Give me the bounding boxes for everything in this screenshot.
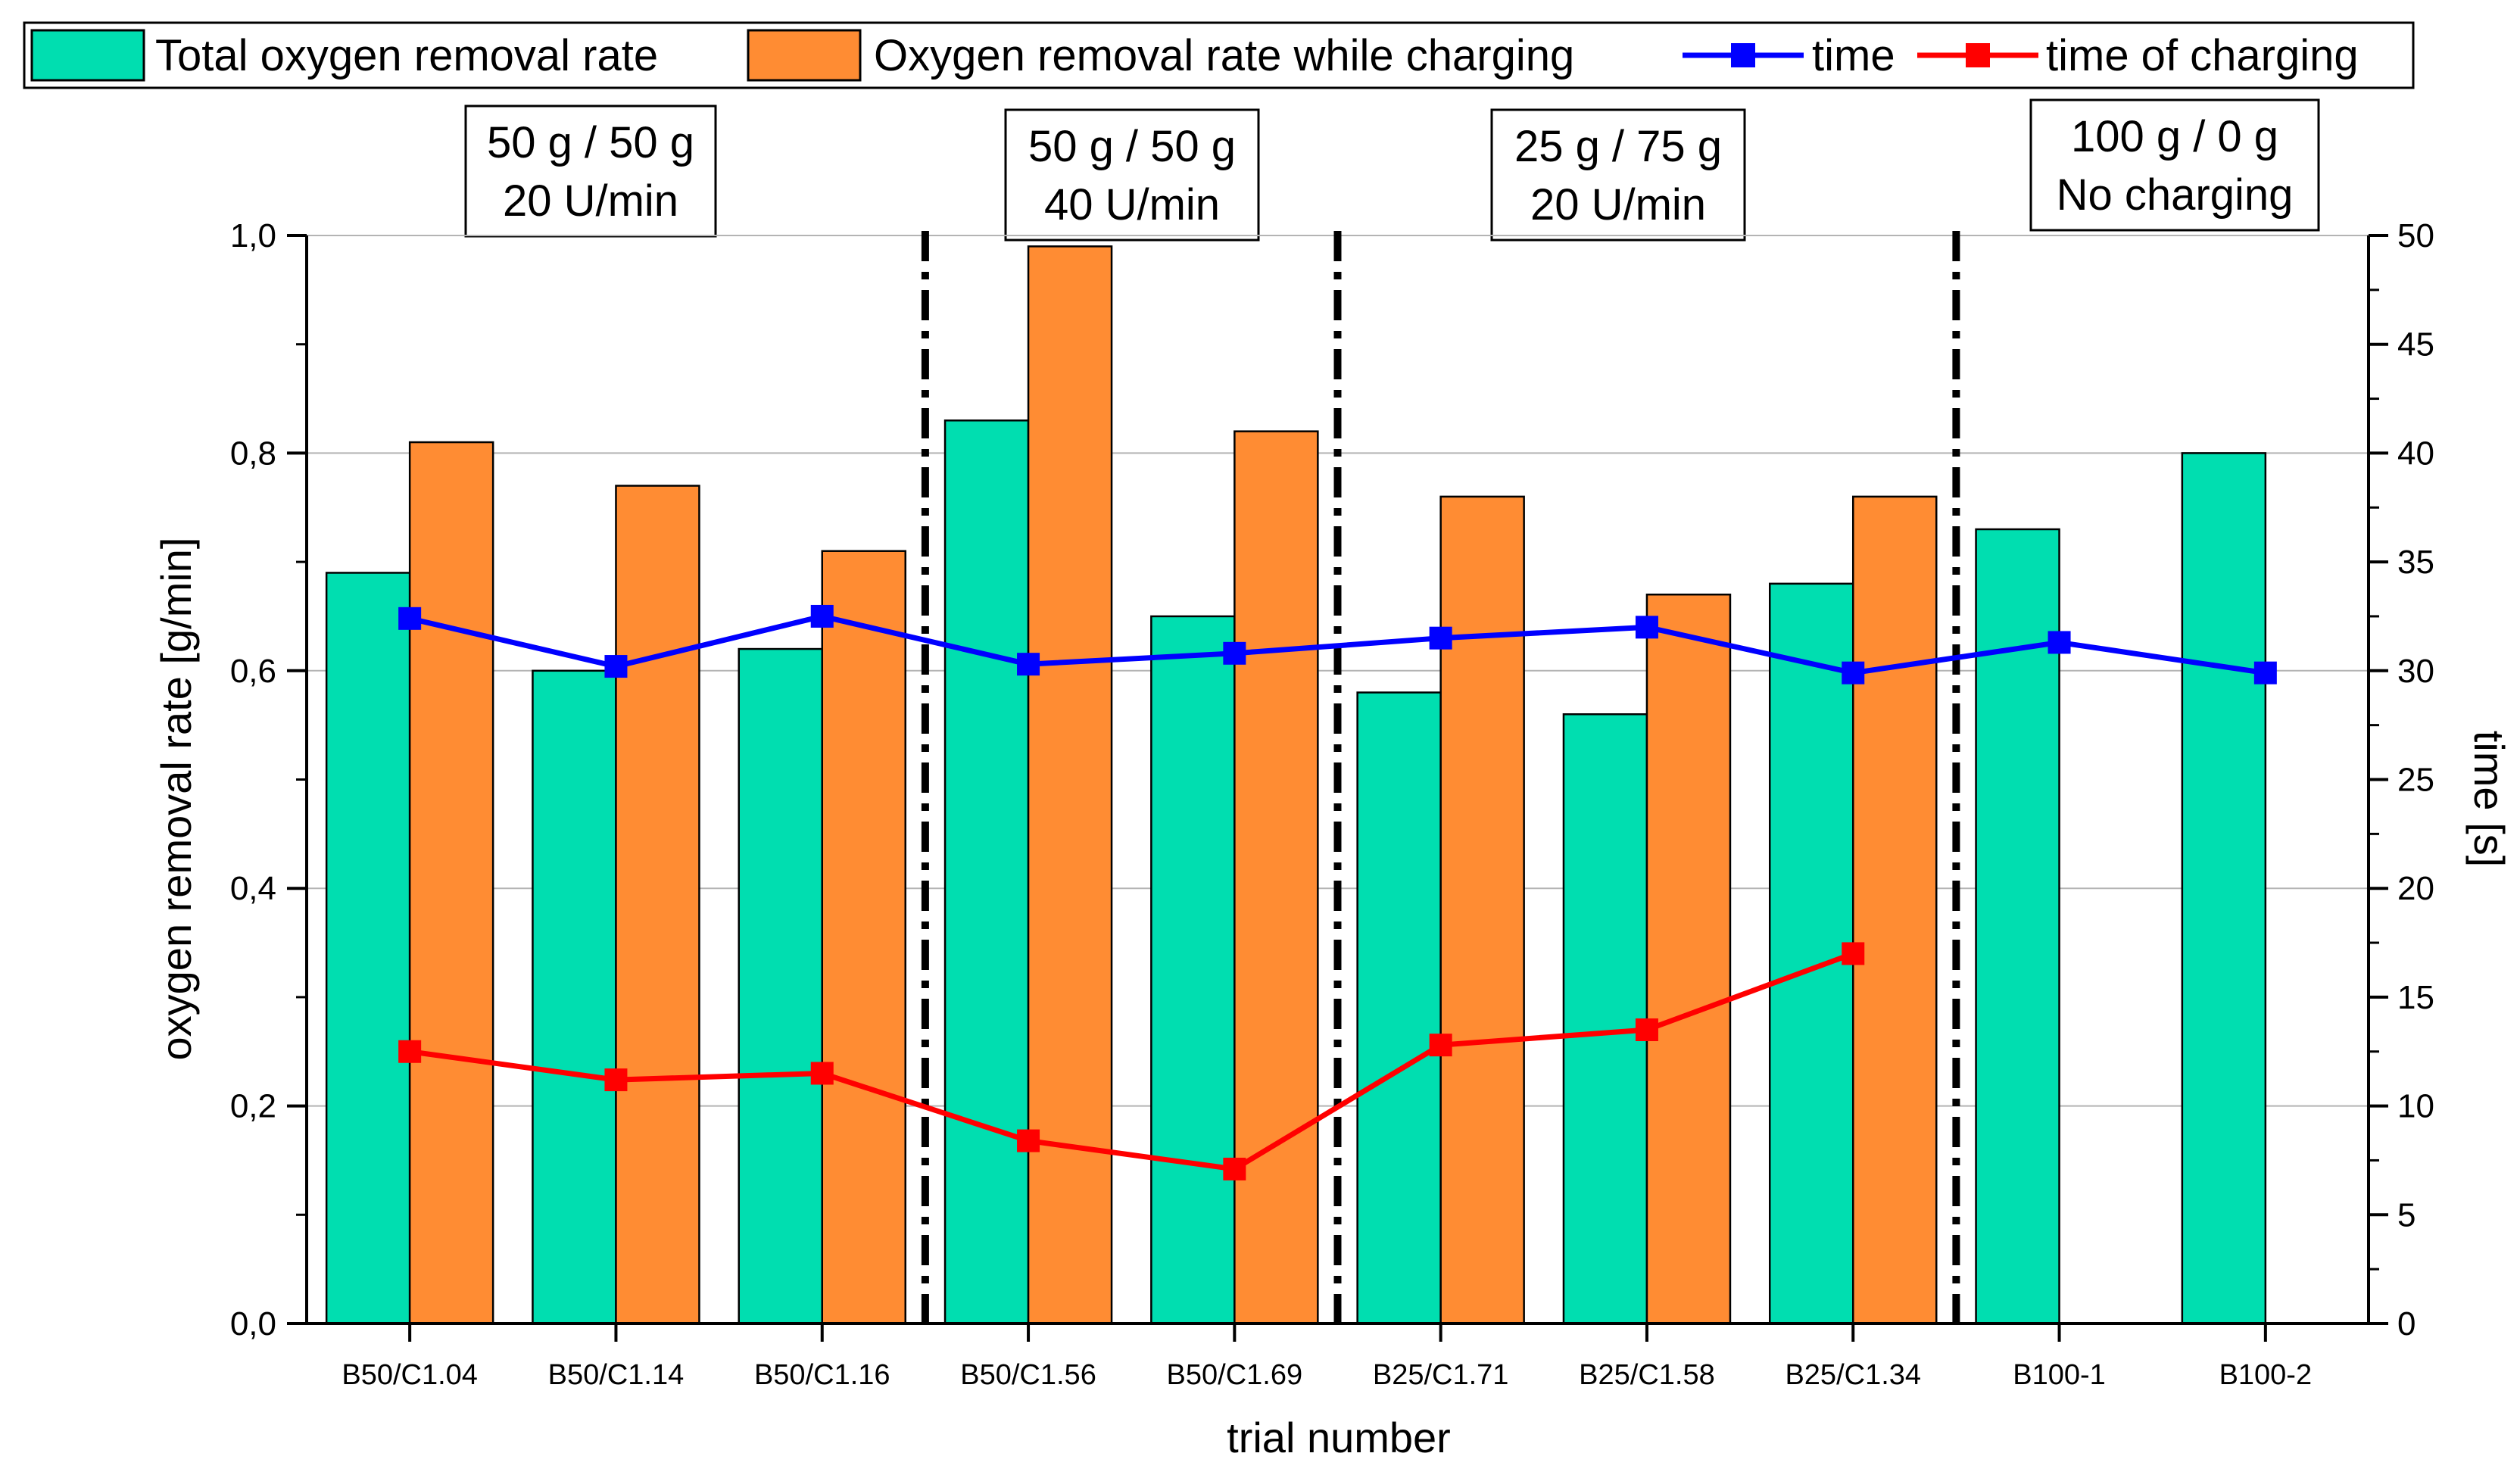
bar-charging-6 xyxy=(1439,495,1525,1325)
group-3-line1: 25 g / 75 g xyxy=(1514,122,1722,171)
y2-tick-label: 20 xyxy=(2397,870,2434,907)
legend-label-time-charging: time of charging xyxy=(2046,31,2359,80)
series-lines xyxy=(398,604,2277,1180)
marker-time-6 xyxy=(1429,626,1452,650)
bar-total-8 xyxy=(1769,582,1854,1325)
group-1-line2: 20 U/min xyxy=(503,176,678,226)
marker-time-charging-8 xyxy=(1842,942,1865,965)
bar-total-5 xyxy=(1150,615,1236,1325)
group-separators xyxy=(921,231,1960,1324)
legend-label-time: time xyxy=(1812,31,1895,80)
line-time-charging xyxy=(409,951,1854,1172)
bar-charging-4 xyxy=(1027,245,1113,1325)
bar-charging-3 xyxy=(821,550,906,1325)
y2-axis-title: time [s] xyxy=(2465,731,2513,867)
marker-time-8 xyxy=(1842,661,1865,684)
x-tick-label: B100-2 xyxy=(2219,1359,2313,1391)
group-box-3 xyxy=(1490,108,1746,242)
bar-total-2 xyxy=(532,669,617,1325)
bar-total-6 xyxy=(1356,691,1442,1325)
y-tick-label: 0,4 xyxy=(230,870,276,907)
x-tick-label: B50/C1.69 xyxy=(1167,1359,1303,1391)
group-annotations: 50 g / 50 g 20 U/min 50 g / 50 g 40 U/mi… xyxy=(464,98,2320,242)
y2-tick-label: 35 xyxy=(2397,544,2434,581)
marker-time-5 xyxy=(1223,641,1246,665)
y-tick-label: 0,0 xyxy=(230,1305,276,1342)
marker-time-charging-2 xyxy=(604,1068,628,1092)
x-tick-label: B25/C1.58 xyxy=(1579,1359,1715,1391)
x-axis-title: trial number xyxy=(1227,1414,1451,1461)
y-tick-label: 0,2 xyxy=(230,1088,276,1125)
group-box-2 xyxy=(1004,108,1260,242)
marker-time-10 xyxy=(2253,661,2277,684)
bar-total-4 xyxy=(943,419,1030,1325)
legend-marker-time-charging xyxy=(1966,43,1990,67)
legend-swatch-total xyxy=(30,29,145,82)
legend-marker-time xyxy=(1731,43,1755,67)
marker-time-charging-3 xyxy=(810,1062,834,1085)
group-3-line2: 20 U/min xyxy=(1530,180,1706,229)
bar-total-7 xyxy=(1562,713,1648,1325)
legend-label-total: Total oxygen removal rate xyxy=(155,31,658,80)
y-axis-title: oxygen removal rate [g/min] xyxy=(152,538,200,1061)
group-2-line2: 40 U/min xyxy=(1044,180,1220,229)
x-tick-label: B50/C1.16 xyxy=(754,1359,890,1391)
y-tick-label: 0,8 xyxy=(230,435,276,472)
marker-time-charging-6 xyxy=(1429,1034,1452,1057)
axes xyxy=(287,234,2388,1342)
marker-time-charging-1 xyxy=(398,1040,422,1063)
y2-tick-label: 15 xyxy=(2397,979,2434,1016)
bars xyxy=(325,245,2267,1325)
x-tick-label: B50/C1.04 xyxy=(342,1359,478,1391)
x-tick-label: B25/C1.34 xyxy=(1785,1359,1921,1391)
marker-time-4 xyxy=(1017,653,1040,676)
y2-tick-label: 50 xyxy=(2397,217,2434,254)
legend: Total oxygen removal rate Oxygen removal… xyxy=(23,21,2415,89)
legend-label-charging: Oxygen removal rate while charging xyxy=(874,31,1574,80)
group-2-line1: 50 g / 50 g xyxy=(1028,122,1236,171)
bar-charging-8 xyxy=(1852,495,1938,1325)
bar-charging-5 xyxy=(1233,430,1319,1325)
marker-time-1 xyxy=(398,607,422,630)
group-1-line1: 50 g / 50 g xyxy=(487,118,694,167)
legend-swatch-charging xyxy=(747,29,862,82)
marker-time-charging-4 xyxy=(1017,1129,1040,1152)
tick-labels: 0,0 0,2 0,4 0,6 0,8 1,0 0 5 10 15 20 25 30 35 40 45 50 B5… xyxy=(230,217,2434,1391)
line-time xyxy=(409,613,2266,676)
x-tick-label: B25/C1.71 xyxy=(1373,1359,1509,1391)
bar-total-9 xyxy=(1975,528,2060,1325)
bar-charging-2 xyxy=(615,485,700,1325)
marker-time-charging-7 xyxy=(1635,1018,1658,1042)
x-tick-label: B50/C1.14 xyxy=(548,1359,685,1391)
y2-tick-label: 30 xyxy=(2397,653,2434,690)
y2-tick-label: 10 xyxy=(2397,1088,2434,1125)
y2-tick-label: 25 xyxy=(2397,762,2434,799)
marker-time-9 xyxy=(2048,631,2071,654)
y2-tick-label: 5 xyxy=(2397,1196,2416,1233)
y2-tick-label: 45 xyxy=(2397,326,2434,363)
y-tick-label: 1,0 xyxy=(230,217,276,254)
x-tick-label: B50/C1.56 xyxy=(960,1359,1096,1391)
y2-tick-label: 40 xyxy=(2397,435,2434,472)
marker-time-7 xyxy=(1635,616,1658,639)
bar-total-1 xyxy=(325,572,411,1325)
x-tick-label: B100-1 xyxy=(2013,1359,2106,1391)
marker-time-3 xyxy=(810,604,834,628)
marker-time-2 xyxy=(604,655,628,678)
bar-total-10 xyxy=(2181,452,2267,1325)
group-4-line1: 100 g / 0 g xyxy=(2071,112,2278,161)
bar-total-3 xyxy=(738,647,823,1325)
marker-time-charging-5 xyxy=(1223,1157,1246,1180)
y-tick-label: 0,6 xyxy=(230,653,276,690)
group-box-4 xyxy=(2029,98,2320,232)
bar-charging-1 xyxy=(408,441,494,1325)
group-4-line2: No charging xyxy=(2057,170,2294,220)
bar-charging-7 xyxy=(1645,593,1732,1325)
group-box-1 xyxy=(464,104,717,238)
y2-tick-label: 0 xyxy=(2397,1305,2416,1342)
